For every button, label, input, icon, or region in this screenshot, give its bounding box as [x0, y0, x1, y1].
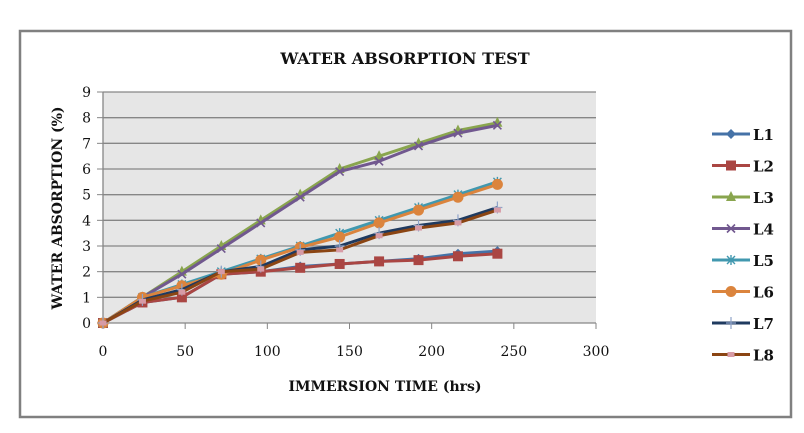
data-point-l4	[216, 244, 226, 254]
x-tick-label: 300	[583, 344, 610, 360]
data-point-l2	[176, 292, 187, 303]
data-point-l4	[413, 141, 424, 151]
y-tick-label: 7	[82, 136, 91, 152]
legend-label: L5	[753, 252, 774, 270]
legend-item-l8: L8	[712, 347, 774, 365]
data-point-l6	[413, 204, 425, 216]
data-point-l8	[415, 225, 423, 231]
data-point-l2	[413, 255, 424, 266]
y-tick-label: 2	[82, 265, 91, 281]
data-point-l2	[492, 248, 503, 259]
y-tick-label: 4	[82, 213, 91, 229]
x-tick-label: 0	[99, 344, 108, 360]
legend-marker	[725, 286, 737, 297]
data-point-l2	[295, 262, 306, 273]
data-point-l3	[374, 150, 385, 161]
legend-marker	[726, 255, 736, 265]
x-tick-labels: 0 50 100 150 200 250 300	[99, 344, 610, 360]
data-point-l6	[334, 231, 346, 243]
legend-item-l4: L4	[712, 221, 774, 239]
y-tick-label: 9	[82, 85, 91, 101]
legend-label: L8	[753, 347, 774, 365]
legend-marker	[727, 352, 735, 357]
legend-item-l6: L6	[712, 284, 774, 302]
data-point-l3	[492, 116, 503, 127]
legend-label: L7	[753, 315, 774, 333]
legend-item-l5: L5	[712, 252, 774, 270]
legend-item-l3: L3	[712, 189, 774, 207]
y-tick-labels: 0 1 2 3 4 5 6 7 8 9	[82, 85, 91, 332]
y-axis-label: WATER ABSORPTION (%)	[50, 106, 66, 310]
legend-label: L3	[753, 189, 774, 207]
data-point-l8	[217, 269, 225, 275]
data-point-l2	[334, 258, 345, 269]
data-point-l8	[296, 249, 304, 255]
data-point-l8	[493, 207, 501, 213]
x-tick-label: 200	[418, 344, 445, 360]
x-tick-label: 150	[336, 344, 363, 360]
axes	[97, 91, 597, 329]
data-point-l8	[138, 298, 146, 304]
data-point-l4	[177, 269, 187, 279]
y-tick-label: 5	[82, 188, 91, 204]
legend-label: L4	[753, 221, 774, 239]
legend: L1 L2 L3 L4 L5 L6 L7 L8	[712, 126, 774, 365]
x-tick-label: 50	[176, 344, 194, 360]
legend-marker	[726, 317, 736, 329]
data-point-l2	[452, 251, 463, 262]
y-tick-label: 6	[82, 162, 91, 178]
legend-item-l1: L1	[712, 126, 774, 144]
chart-title: WATER ABSORPTION TEST	[279, 49, 529, 68]
series-group	[97, 116, 503, 329]
data-point-l4	[335, 167, 345, 177]
y-tick-label: 8	[82, 111, 91, 127]
data-point-l4	[256, 218, 266, 228]
x-tick-label: 250	[500, 344, 527, 360]
data-point-l8	[375, 233, 383, 239]
legend-marker	[726, 223, 736, 234]
data-point-l8	[99, 320, 107, 326]
legend-item-l2: L2	[712, 158, 774, 176]
x-tick-label: 100	[254, 344, 281, 360]
legend-marker	[726, 160, 736, 171]
data-point-l8	[454, 220, 462, 226]
legend-marker	[726, 191, 736, 201]
data-point-l6	[491, 178, 503, 190]
data-point-l6	[452, 191, 464, 203]
series-l8	[99, 207, 501, 326]
y-tick-label: 3	[82, 239, 91, 255]
legend-item-l7: L7	[712, 315, 774, 333]
legend-marker	[726, 129, 736, 139]
data-point-l8	[257, 266, 265, 272]
legend-label: L6	[753, 284, 774, 302]
data-point-l6	[373, 217, 385, 229]
data-point-l4	[374, 156, 384, 166]
data-point-l2	[374, 256, 385, 267]
data-point-l8	[178, 289, 186, 295]
y-tick-label: 1	[82, 290, 91, 306]
y-tick-label: 0	[82, 316, 91, 332]
legend-label: L1	[753, 126, 774, 144]
data-point-l4	[295, 192, 305, 202]
legend-label: L2	[753, 158, 774, 176]
data-point-l4	[492, 120, 502, 130]
data-point-l6	[255, 254, 267, 266]
data-point-l8	[336, 247, 344, 253]
data-point-l4	[453, 128, 463, 138]
x-axis-label: IMMERSION TIME (hrs)	[288, 379, 481, 395]
